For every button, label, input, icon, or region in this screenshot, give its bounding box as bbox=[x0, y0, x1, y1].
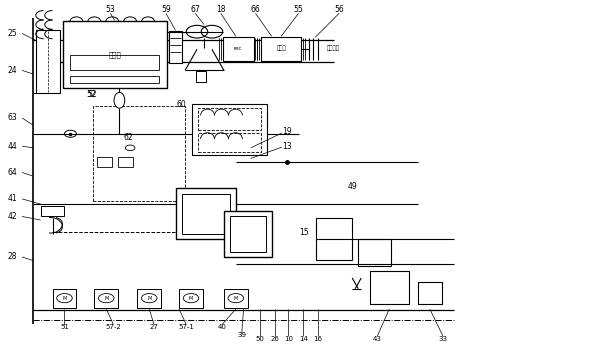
FancyBboxPatch shape bbox=[196, 71, 206, 82]
Text: 14: 14 bbox=[299, 336, 307, 342]
Text: 27: 27 bbox=[150, 324, 158, 331]
FancyBboxPatch shape bbox=[261, 37, 301, 61]
Text: 52: 52 bbox=[86, 90, 96, 99]
Text: 67: 67 bbox=[190, 5, 200, 14]
Text: 50: 50 bbox=[256, 336, 264, 342]
FancyBboxPatch shape bbox=[358, 239, 391, 266]
FancyBboxPatch shape bbox=[179, 289, 203, 308]
Text: 26: 26 bbox=[270, 336, 279, 342]
FancyBboxPatch shape bbox=[63, 21, 167, 88]
Text: 52: 52 bbox=[88, 90, 97, 99]
Text: 10: 10 bbox=[284, 336, 293, 342]
Text: 外接电力: 外接电力 bbox=[327, 46, 340, 51]
Text: 19: 19 bbox=[282, 127, 292, 137]
FancyBboxPatch shape bbox=[94, 289, 118, 308]
Text: 重油机: 重油机 bbox=[108, 51, 121, 58]
Text: M: M bbox=[189, 296, 193, 301]
Text: 16: 16 bbox=[313, 336, 323, 342]
Text: 39: 39 bbox=[237, 332, 247, 339]
Text: 64: 64 bbox=[7, 168, 17, 177]
FancyBboxPatch shape bbox=[230, 216, 266, 252]
Text: 44: 44 bbox=[7, 142, 17, 151]
Text: 53: 53 bbox=[106, 5, 115, 14]
FancyBboxPatch shape bbox=[70, 76, 159, 83]
Text: 33: 33 bbox=[438, 336, 448, 342]
FancyBboxPatch shape bbox=[418, 282, 442, 304]
FancyBboxPatch shape bbox=[137, 289, 161, 308]
FancyBboxPatch shape bbox=[223, 37, 254, 61]
Text: 57-1: 57-1 bbox=[179, 324, 194, 331]
FancyBboxPatch shape bbox=[36, 30, 60, 93]
FancyBboxPatch shape bbox=[192, 104, 267, 155]
FancyBboxPatch shape bbox=[53, 289, 76, 308]
FancyBboxPatch shape bbox=[182, 194, 230, 234]
FancyBboxPatch shape bbox=[118, 157, 133, 167]
Text: rec: rec bbox=[234, 46, 242, 51]
Text: 56: 56 bbox=[334, 5, 344, 14]
FancyBboxPatch shape bbox=[70, 55, 159, 70]
Text: 55: 55 bbox=[294, 5, 303, 14]
Text: 59: 59 bbox=[161, 5, 171, 14]
Text: 40: 40 bbox=[218, 324, 226, 331]
Text: 25: 25 bbox=[7, 29, 17, 38]
Text: 49: 49 bbox=[347, 182, 357, 191]
Text: 60: 60 bbox=[176, 100, 186, 109]
Text: 15: 15 bbox=[300, 228, 309, 237]
FancyBboxPatch shape bbox=[224, 211, 272, 257]
Text: 41: 41 bbox=[7, 194, 17, 203]
Text: 蓄电池: 蓄电池 bbox=[276, 46, 286, 51]
Text: 51: 51 bbox=[60, 324, 69, 331]
Text: 24: 24 bbox=[7, 66, 17, 75]
FancyBboxPatch shape bbox=[370, 271, 409, 304]
Text: 42: 42 bbox=[7, 212, 17, 221]
Text: 13: 13 bbox=[282, 142, 292, 151]
Text: M: M bbox=[233, 296, 238, 301]
FancyBboxPatch shape bbox=[97, 157, 112, 167]
Text: 63: 63 bbox=[7, 113, 17, 122]
Text: 18: 18 bbox=[216, 5, 226, 14]
Text: M: M bbox=[147, 296, 152, 301]
Text: 43: 43 bbox=[373, 336, 381, 342]
Text: M: M bbox=[62, 296, 67, 301]
Text: M: M bbox=[104, 296, 109, 301]
Text: 62: 62 bbox=[124, 133, 133, 142]
Text: 28: 28 bbox=[7, 252, 17, 262]
Text: 57-2: 57-2 bbox=[106, 324, 121, 331]
FancyBboxPatch shape bbox=[224, 289, 248, 308]
Ellipse shape bbox=[114, 92, 125, 108]
Text: 66: 66 bbox=[251, 5, 260, 14]
FancyBboxPatch shape bbox=[169, 31, 182, 63]
FancyBboxPatch shape bbox=[176, 188, 236, 239]
FancyBboxPatch shape bbox=[316, 218, 352, 260]
FancyBboxPatch shape bbox=[41, 206, 64, 216]
